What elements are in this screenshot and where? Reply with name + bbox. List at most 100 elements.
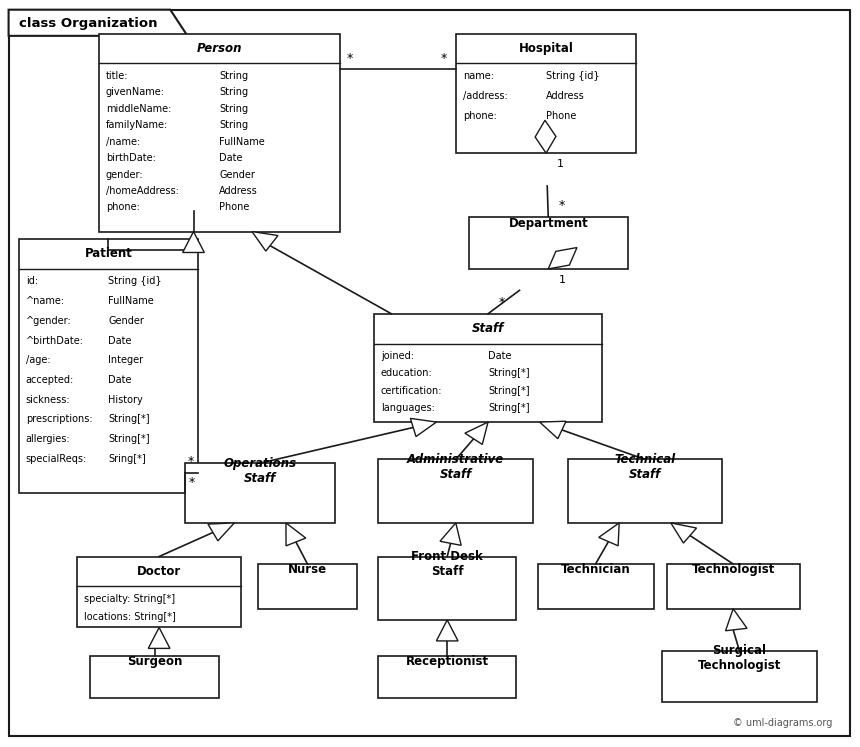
Text: phone:: phone: (463, 111, 496, 121)
Text: *: * (347, 52, 353, 65)
FancyBboxPatch shape (666, 564, 800, 609)
Text: Phone: Phone (546, 111, 576, 121)
Polygon shape (440, 523, 461, 545)
FancyBboxPatch shape (258, 564, 357, 609)
Text: education:: education: (381, 368, 433, 378)
FancyBboxPatch shape (19, 239, 198, 493)
Polygon shape (410, 418, 437, 436)
FancyBboxPatch shape (469, 217, 628, 269)
Polygon shape (535, 120, 556, 153)
Text: String: String (219, 71, 249, 81)
Text: certification:: certification: (381, 385, 443, 396)
Text: locations: String[*]: locations: String[*] (84, 612, 176, 622)
Text: String[*]: String[*] (488, 403, 530, 413)
Text: *: * (187, 455, 194, 468)
Text: Technician: Technician (561, 563, 630, 576)
Text: ^name:: ^name: (26, 296, 64, 306)
FancyBboxPatch shape (77, 557, 241, 627)
Text: Technical
Staff: Technical Staff (614, 453, 676, 481)
Text: String: String (219, 120, 249, 130)
Polygon shape (182, 232, 205, 252)
Text: languages:: languages: (381, 403, 435, 413)
FancyBboxPatch shape (662, 651, 817, 702)
Text: String {id}: String {id} (108, 276, 162, 286)
Text: 1: 1 (559, 275, 566, 285)
FancyBboxPatch shape (456, 34, 636, 153)
Text: FullName: FullName (219, 137, 265, 146)
Text: Receptionist: Receptionist (406, 654, 488, 668)
Text: Nurse: Nurse (288, 563, 327, 576)
Polygon shape (252, 232, 278, 251)
Text: String {id}: String {id} (546, 71, 599, 81)
FancyBboxPatch shape (99, 34, 340, 232)
Text: Person: Person (197, 42, 242, 55)
Text: accepted:: accepted: (26, 375, 74, 385)
Polygon shape (148, 627, 170, 648)
Text: id:: id: (26, 276, 38, 286)
Text: *: * (499, 297, 505, 309)
Text: Gender: Gender (108, 316, 144, 326)
Text: gender:: gender: (106, 170, 144, 179)
FancyBboxPatch shape (568, 459, 722, 523)
Text: ^birthDate:: ^birthDate: (26, 335, 83, 346)
FancyBboxPatch shape (538, 564, 654, 609)
Polygon shape (9, 10, 187, 36)
Text: sickness:: sickness: (26, 394, 71, 405)
Text: class Organization: class Organization (19, 16, 157, 30)
Text: title:: title: (106, 71, 128, 81)
Text: /age:: /age: (26, 356, 51, 365)
Text: String: String (219, 87, 249, 97)
Text: Phone: Phone (219, 202, 249, 212)
Polygon shape (286, 523, 306, 546)
Text: Address: Address (546, 91, 585, 101)
Polygon shape (549, 247, 577, 269)
FancyBboxPatch shape (378, 459, 533, 523)
Text: Surgeon: Surgeon (127, 654, 182, 668)
Text: givenName:: givenName: (106, 87, 165, 97)
Text: specialty: String[*]: specialty: String[*] (84, 594, 175, 604)
Polygon shape (726, 609, 747, 630)
Text: Staff: Staff (472, 322, 504, 335)
Text: Technologist: Technologist (691, 563, 775, 576)
Text: Patient: Patient (84, 247, 132, 261)
Text: Department: Department (508, 217, 588, 229)
Text: joined:: joined: (381, 351, 414, 361)
FancyBboxPatch shape (378, 656, 516, 698)
Text: /address:: /address: (463, 91, 507, 101)
Text: String[*]: String[*] (108, 434, 150, 444)
Text: specialReqs:: specialReqs: (26, 454, 87, 464)
Text: Address: Address (219, 186, 258, 196)
Polygon shape (671, 523, 697, 543)
Text: *: * (559, 199, 565, 212)
Text: String[*]: String[*] (488, 368, 530, 378)
FancyBboxPatch shape (185, 463, 335, 523)
Text: Administrative
Staff: Administrative Staff (407, 453, 505, 481)
Text: name:: name: (463, 71, 494, 81)
Text: String[*]: String[*] (488, 385, 530, 396)
FancyBboxPatch shape (374, 314, 602, 422)
Text: birthDate:: birthDate: (106, 153, 156, 163)
Text: *: * (441, 52, 447, 65)
Text: 1: 1 (556, 159, 563, 169)
Text: Date: Date (488, 351, 512, 361)
FancyBboxPatch shape (90, 656, 219, 698)
Polygon shape (465, 422, 488, 444)
Text: Integer: Integer (108, 356, 144, 365)
FancyBboxPatch shape (378, 557, 516, 620)
Text: prescriptions:: prescriptions: (26, 415, 92, 424)
Polygon shape (208, 523, 234, 541)
Text: String[*]: String[*] (108, 415, 150, 424)
Text: ^gender:: ^gender: (26, 316, 71, 326)
Text: Date: Date (219, 153, 243, 163)
Text: /name:: /name: (106, 137, 140, 146)
Text: /homeAddress:: /homeAddress: (106, 186, 179, 196)
Text: String: String (219, 104, 249, 114)
Polygon shape (599, 523, 619, 546)
Text: Operations
Staff: Operations Staff (224, 456, 297, 485)
Text: Gender: Gender (219, 170, 255, 179)
Text: *: * (188, 476, 194, 489)
Polygon shape (436, 620, 458, 641)
FancyBboxPatch shape (9, 10, 850, 736)
Polygon shape (540, 421, 566, 438)
Text: Date: Date (108, 375, 132, 385)
